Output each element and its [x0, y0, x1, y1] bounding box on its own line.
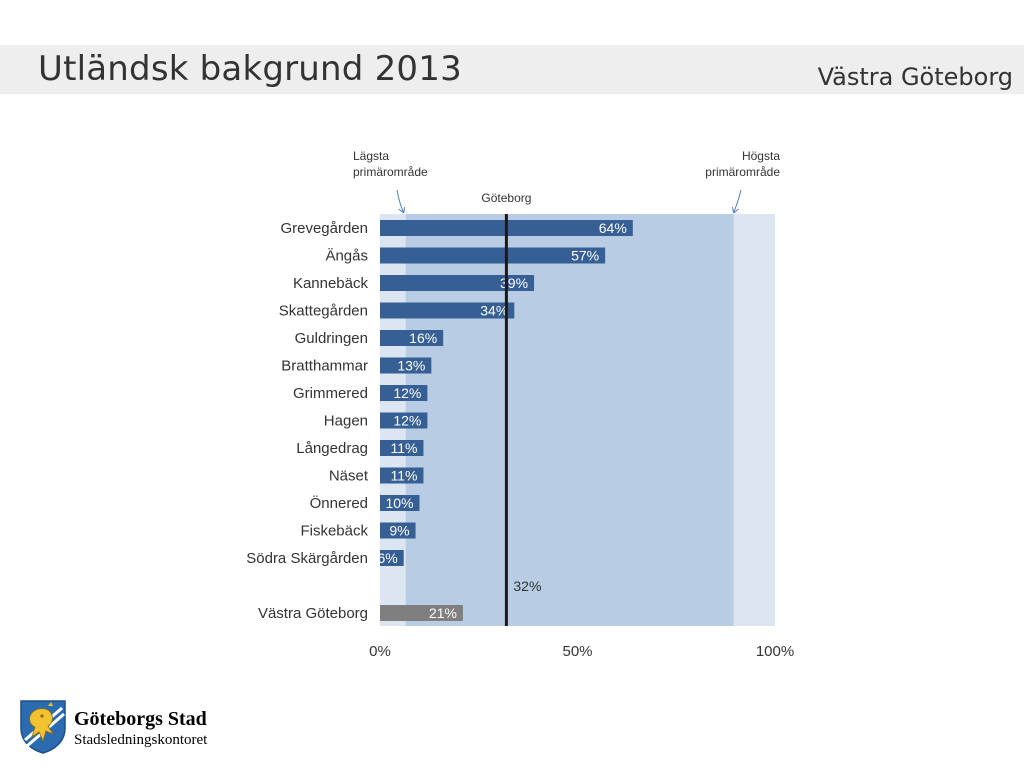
logo-name: Göteborgs Stad	[74, 708, 207, 730]
value-label: 10%	[385, 495, 413, 511]
value-label: 11%	[390, 468, 417, 484]
range-min-arrow	[396, 189, 405, 214]
category-label: Guldringen	[295, 330, 368, 347]
range-max-arrow	[733, 189, 742, 214]
range-min-label: primärområde	[353, 165, 428, 179]
range-max-label: Högsta	[742, 149, 780, 163]
category-label: Önnered	[310, 494, 368, 512]
bar	[380, 495, 420, 511]
range-max-arrowhead	[732, 206, 739, 214]
bar	[380, 440, 424, 456]
total-value-label: 21%	[429, 605, 457, 621]
bar	[380, 412, 428, 429]
goteborg-lion-icon	[20, 700, 66, 754]
bar	[380, 302, 515, 319]
category-label: Näset	[329, 468, 369, 485]
category-label: Långedrag	[296, 440, 368, 457]
bar	[380, 467, 424, 484]
category-label: Ängås	[325, 248, 368, 265]
category-label: Kannebäck	[293, 275, 369, 292]
value-label: 39%	[500, 275, 528, 291]
page-title: Utländsk bakgrund 2013	[38, 49, 462, 89]
reference-value-label: 32%	[513, 578, 541, 594]
x-tick-label: 50%	[562, 643, 592, 660]
logo-subtitle: Stadsledningskontoret	[74, 732, 208, 748]
bar	[380, 550, 404, 566]
value-label: 16%	[409, 330, 437, 346]
value-label: 12%	[393, 413, 421, 429]
category-label: Södra Skärgården	[246, 550, 368, 567]
category-label: Hagen	[324, 413, 368, 430]
header-band	[0, 45, 1024, 94]
value-label: 57%	[571, 248, 599, 264]
bar	[380, 522, 416, 539]
value-label: 9%	[389, 523, 409, 539]
range-max-label: primärområde	[705, 165, 780, 179]
value-label: 64%	[599, 220, 627, 236]
value-label: 6%	[377, 550, 397, 566]
category-label: Grevegården	[280, 220, 368, 237]
value-label: 12%	[393, 385, 421, 401]
value-label: 34%	[480, 303, 508, 319]
x-tick-label: 0%	[369, 643, 391, 660]
bar	[380, 275, 535, 291]
category-label: Fiskebäck	[300, 523, 368, 540]
x-tick-label: 100%	[756, 643, 794, 660]
bar	[380, 357, 432, 374]
total-category-label: Västra Göteborg	[258, 605, 368, 622]
bar	[380, 385, 428, 401]
category-label: Bratthammar	[281, 358, 368, 375]
category-label: Skattegården	[279, 303, 368, 320]
range-min-arrowhead	[398, 206, 406, 214]
reference-label: Göteborg	[481, 191, 531, 205]
bar	[380, 330, 444, 346]
range-min-label: Lägsta	[353, 149, 389, 163]
total-bar	[380, 605, 463, 621]
bar	[380, 247, 606, 264]
region-name: Västra Göteborg	[817, 63, 1013, 91]
value-label: 11%	[390, 440, 417, 456]
value-label: 13%	[397, 358, 425, 374]
category-label: Grimmered	[293, 385, 368, 402]
